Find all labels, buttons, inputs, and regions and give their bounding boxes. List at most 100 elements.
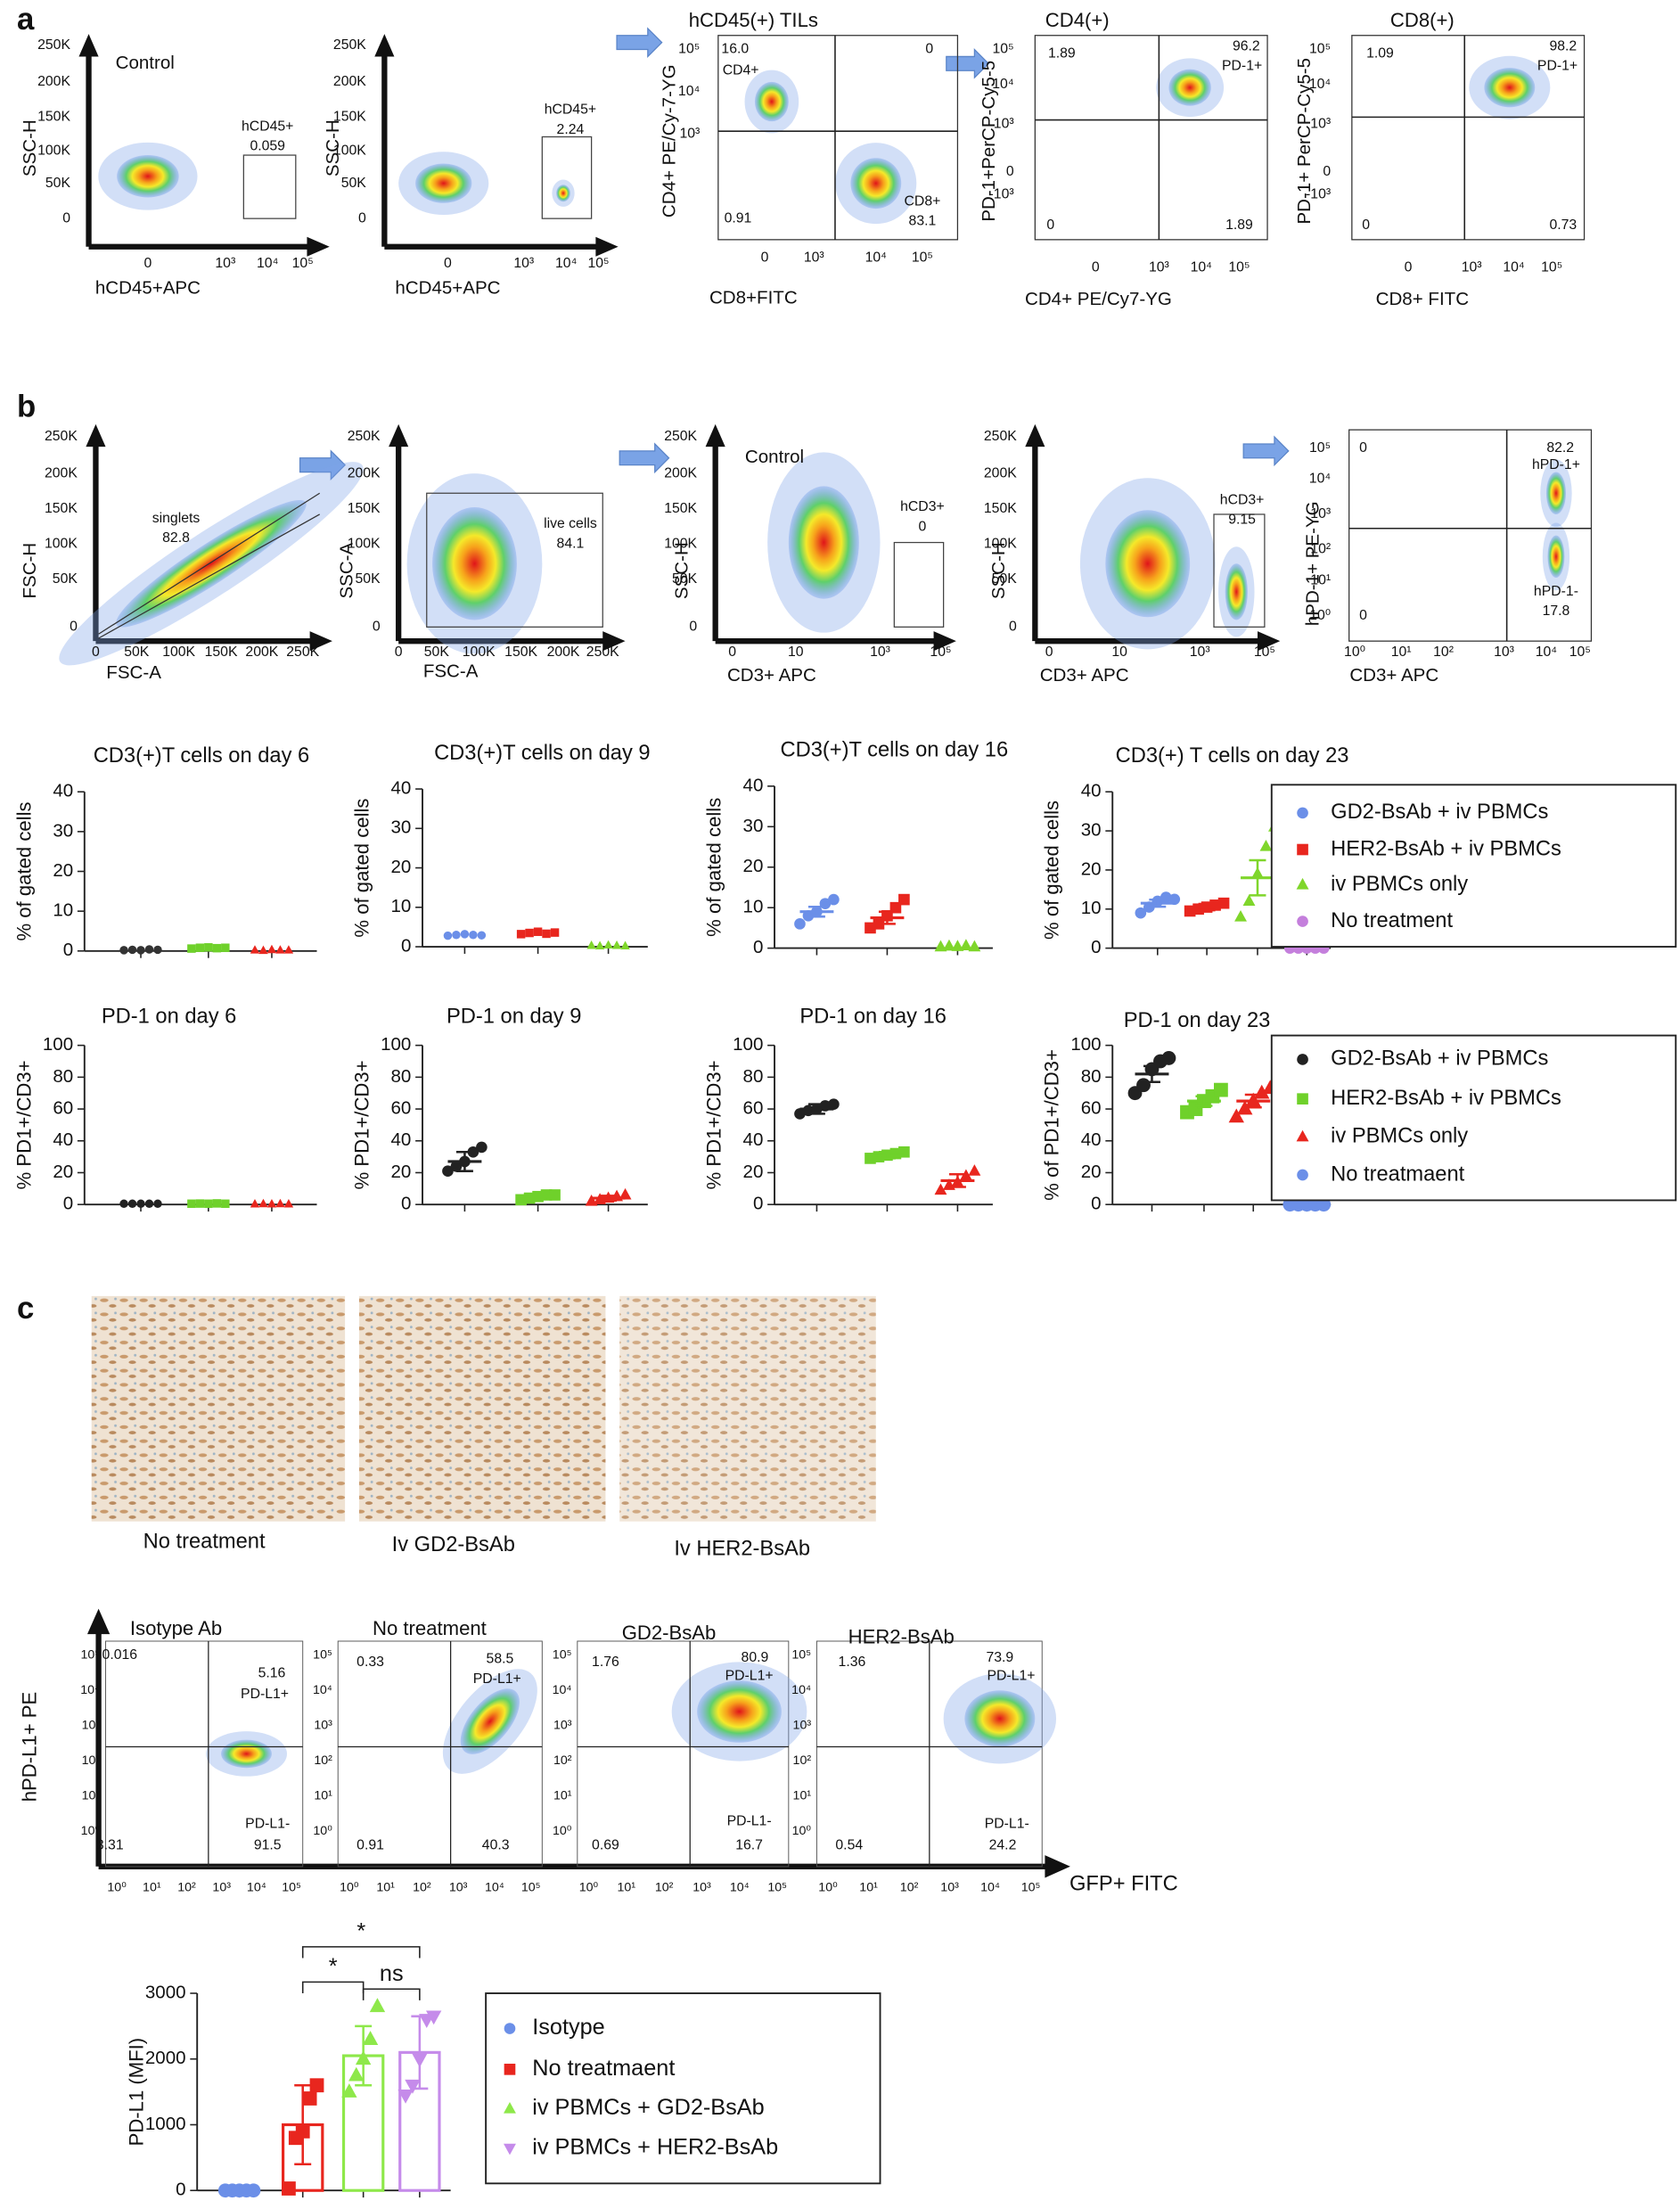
density (964, 1690, 1036, 1747)
x-tick-label: 10 (788, 645, 804, 660)
gate-text: 5.16 (258, 1666, 286, 1681)
y-tick-label: 10⁵ (80, 1648, 100, 1663)
point (136, 1199, 145, 1209)
gate-text: 0 (1046, 218, 1054, 233)
gate-text: 24.2 (989, 1837, 1017, 1852)
y-tick-label: 10² (82, 1753, 101, 1768)
y-tick-label: 20 (743, 1162, 764, 1182)
y-tick-label: 250K (984, 429, 1017, 444)
point (516, 930, 526, 939)
density (116, 499, 307, 628)
point (594, 940, 605, 949)
point (127, 1199, 137, 1209)
x-tick-label: 0 (1405, 260, 1413, 275)
significance-label: * (329, 1954, 338, 1979)
legend-swatch (504, 2023, 516, 2034)
y-tick-label: 10¹ (82, 1789, 101, 1803)
y-axis-label: % of gated cells (1041, 801, 1063, 940)
point (968, 1164, 981, 1176)
arrow-head (307, 236, 330, 257)
x-tick-label: 10⁴ (730, 1880, 750, 1894)
point (246, 2183, 261, 2198)
chart-title: PD-1 on day 6 (102, 1005, 236, 1028)
point (405, 2079, 421, 2094)
y-tick-label: 0 (1323, 164, 1331, 179)
y-tick-label: 30 (1081, 819, 1102, 840)
x-tick-label: 100K (463, 645, 496, 660)
gate-text: 0 (925, 42, 933, 57)
y-tick-label: 0 (689, 620, 697, 635)
gate-text: hPD-1+ (1532, 457, 1580, 472)
y-tick-label: 150K (348, 501, 381, 516)
x-tick-label: 10³ (513, 256, 534, 271)
gate-arrows (299, 27, 1290, 480)
x-tick-label: 10⁴ (1536, 645, 1557, 660)
plot-frame (577, 1640, 790, 1868)
legend-label: HER2-BsAb + iv PBMCs (1331, 837, 1561, 860)
point (136, 946, 145, 955)
gate-text: 0.059 (250, 139, 285, 154)
gate-text: Control (116, 53, 175, 73)
y-tick-label: 50K (53, 571, 78, 587)
y-tick-label: 2000 (145, 2048, 186, 2068)
y-axis-label: PD-L1 (MFI) (126, 2038, 148, 2147)
point (477, 931, 487, 940)
gate-text: hCD45+ (242, 119, 293, 135)
point (794, 1108, 806, 1120)
point (959, 1169, 972, 1181)
arrow-head (78, 34, 99, 57)
point (1161, 1051, 1176, 1065)
x-tick-label: 0 (444, 256, 452, 271)
density (1484, 68, 1536, 108)
y-tick-label: 0 (1006, 164, 1014, 179)
point (369, 1998, 386, 2013)
y-tick-label: 200K (45, 465, 78, 480)
x-axis-label: CD4+ PE/Cy7-YG (1025, 289, 1172, 309)
y-tick-label: 10³ (679, 127, 700, 142)
y-axis-label: SSC-A (337, 542, 357, 598)
plot-title: CD4(+) (1045, 9, 1110, 31)
significance-label: * (356, 1919, 365, 1944)
y-tick-label: 10² (314, 1753, 332, 1768)
point (144, 1199, 154, 1209)
y-tick-label: 100 (43, 1034, 73, 1055)
significance-bracket (301, 1946, 421, 1959)
gate-text: Control (745, 447, 804, 467)
x-tick-label: 10⁵ (1254, 645, 1275, 660)
plot-frame (105, 1640, 304, 1868)
x-axis-label: hCD45+APC (95, 278, 201, 299)
density (1225, 563, 1248, 620)
x-tick-label: 10³ (1494, 645, 1514, 660)
y-tick-label: 10⁰ (1309, 608, 1331, 623)
arrow-head (86, 423, 106, 448)
point (1214, 1082, 1228, 1097)
point (212, 943, 222, 953)
arrow-head (374, 34, 395, 57)
y-tick-label: 10⁵ (993, 42, 1014, 57)
y-axis-label: PD-1+PerCP-Cy5-5 (979, 61, 999, 222)
x-tick-label: 10³ (1190, 645, 1210, 660)
gate-text: 1.76 (592, 1655, 619, 1670)
plot-title: CD8(+) (1390, 9, 1455, 31)
gate-text: 73.9 (986, 1650, 1013, 1665)
y-axis-label: % PD1+/CD3+ (350, 1060, 373, 1189)
point (586, 940, 596, 949)
arrow-head (705, 423, 725, 448)
gate-text: singlets (152, 511, 201, 526)
x-tick-label: 10⁰ (340, 1880, 359, 1894)
y-tick-label: 100K (37, 143, 70, 158)
y-tick-label: 10⁴ (791, 1683, 811, 1697)
legend-swatch (1297, 1054, 1308, 1065)
point (221, 1199, 230, 1209)
y-tick-label: 200K (984, 465, 1017, 480)
gate-text: 0.91 (725, 210, 752, 226)
x-tick-label: 10⁵ (1021, 1880, 1041, 1894)
y-tick-label: 10⁴ (992, 77, 1013, 92)
y-tick-label: 100K (45, 536, 78, 551)
gate-text: hCD3+ (1220, 492, 1265, 507)
gate-text: 96.2 (1233, 39, 1260, 54)
point (153, 945, 162, 955)
x-tick-label: 10⁰ (579, 1880, 599, 1894)
x-tick-label: 10⁰ (818, 1880, 838, 1894)
gate-text: 1.09 (1366, 45, 1394, 61)
